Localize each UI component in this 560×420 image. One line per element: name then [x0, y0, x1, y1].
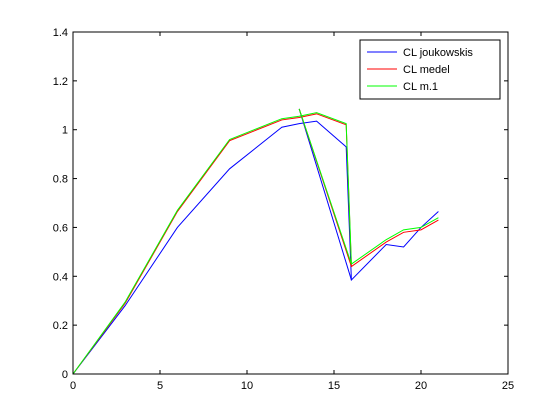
y-tick-label: 0.6: [53, 222, 68, 234]
y-tick-label: 1: [62, 125, 68, 137]
series-line-cl-medel: [72, 113, 439, 375]
x-tick-label: 25: [502, 380, 514, 392]
y-tick-label: 1.4: [53, 27, 68, 39]
y-tick-label: 0.8: [53, 174, 68, 186]
legend-label-cl-medel: CL medel: [403, 64, 450, 76]
series-line-cl-joukowskis: [72, 120, 439, 375]
x-tick-label: 0: [70, 380, 76, 392]
y-tick-label: 0.2: [53, 320, 68, 332]
x-tick-label: 20: [415, 380, 427, 392]
x-tick-label: 15: [328, 380, 340, 392]
legend: CL joukowskis CL medel CL m.1: [359, 39, 501, 100]
series-segment-cl-joukowskis: [298, 108, 352, 281]
y-tick-label: 0.4: [53, 271, 68, 283]
series-layer: [72, 108, 439, 375]
ticks-layer: 0 5 10 15 20 25 0 0.2 0.4 0.6 0.8 1 1.2 1.4: [53, 27, 514, 392]
legend-label-cl-joukowskis: CL joukowskis: [403, 47, 473, 59]
x-tick-label: 10: [241, 380, 253, 392]
x-tick-label: 5: [157, 380, 163, 392]
y-tick-label: 0: [62, 369, 68, 381]
y-tick-label: 1.2: [53, 76, 68, 88]
legend-label-cl-m-1: CL m.1: [403, 81, 438, 93]
series-segment-cl-m-1: [298, 108, 352, 265]
plot-frame: [72, 31, 509, 375]
series-line-cl-m-1: [72, 112, 439, 375]
